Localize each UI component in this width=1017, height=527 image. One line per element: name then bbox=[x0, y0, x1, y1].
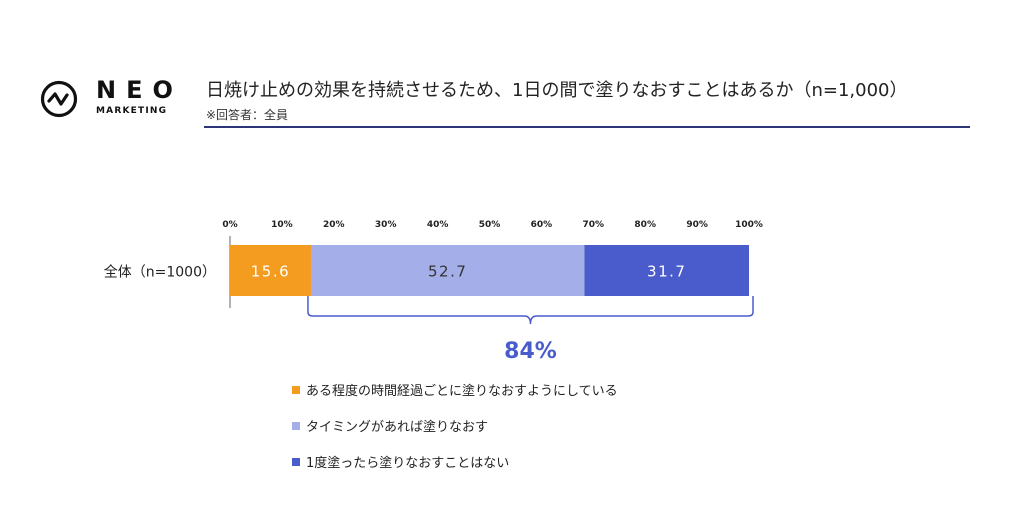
bar-segment bbox=[230, 245, 311, 296]
legend-item: タイミングがあれば塗りなおす bbox=[292, 416, 488, 435]
bar-segment bbox=[584, 245, 749, 296]
legend-item: 1度塗ったら塗りなおすことはない bbox=[292, 452, 509, 471]
x-tick-label: 80% bbox=[634, 220, 656, 230]
page-subtitle: ※回答者：全員 bbox=[206, 108, 289, 122]
legend-swatch bbox=[292, 422, 300, 430]
legend-label: ある程度の時間経過ごとに塗りなおすようにしている bbox=[306, 384, 618, 399]
x-tick-label: 40% bbox=[427, 220, 449, 230]
title-divider bbox=[204, 126, 970, 128]
x-tick-label: 20% bbox=[323, 220, 345, 230]
x-tick-label: 90% bbox=[686, 220, 708, 230]
x-tick-label: 0% bbox=[222, 220, 237, 230]
annotation-label: 84% bbox=[504, 339, 557, 364]
category-label: 全体（n=1000） bbox=[104, 264, 216, 281]
neo-marketing-logo: NEO MARKETING bbox=[40, 76, 190, 122]
legend-swatch bbox=[292, 458, 300, 466]
data-label: 15.6 bbox=[251, 263, 290, 281]
x-tick-label: 70% bbox=[583, 220, 605, 230]
data-label: 52.7 bbox=[428, 263, 467, 281]
legend-swatch bbox=[292, 386, 300, 394]
bar-segment bbox=[310, 245, 585, 296]
logo-wave-icon bbox=[40, 80, 78, 118]
legend-label: 1度塗ったら塗りなおすことはない bbox=[306, 456, 510, 471]
x-tick-label: 60% bbox=[531, 220, 553, 230]
x-tick-label: 100% bbox=[735, 220, 763, 230]
logo-subtext: MARKETING bbox=[96, 106, 168, 116]
x-tick-label: 10% bbox=[271, 220, 293, 230]
legend-item: ある程度の時間経過ごとに塗りなおすようにしている bbox=[292, 380, 618, 399]
page-title: 日焼け止めの効果を持続させるため、1日の間で塗りなおすことはあるか（n=1,00… bbox=[206, 80, 908, 101]
data-label: 31.7 bbox=[647, 263, 686, 281]
x-tick-label: 30% bbox=[375, 220, 397, 230]
annotation-bracket bbox=[307, 296, 754, 325]
logo-wordmark: NEO bbox=[96, 76, 183, 104]
legend-label: タイミングがあれば塗りなおす bbox=[306, 420, 489, 435]
x-tick-label: 50% bbox=[479, 220, 501, 230]
